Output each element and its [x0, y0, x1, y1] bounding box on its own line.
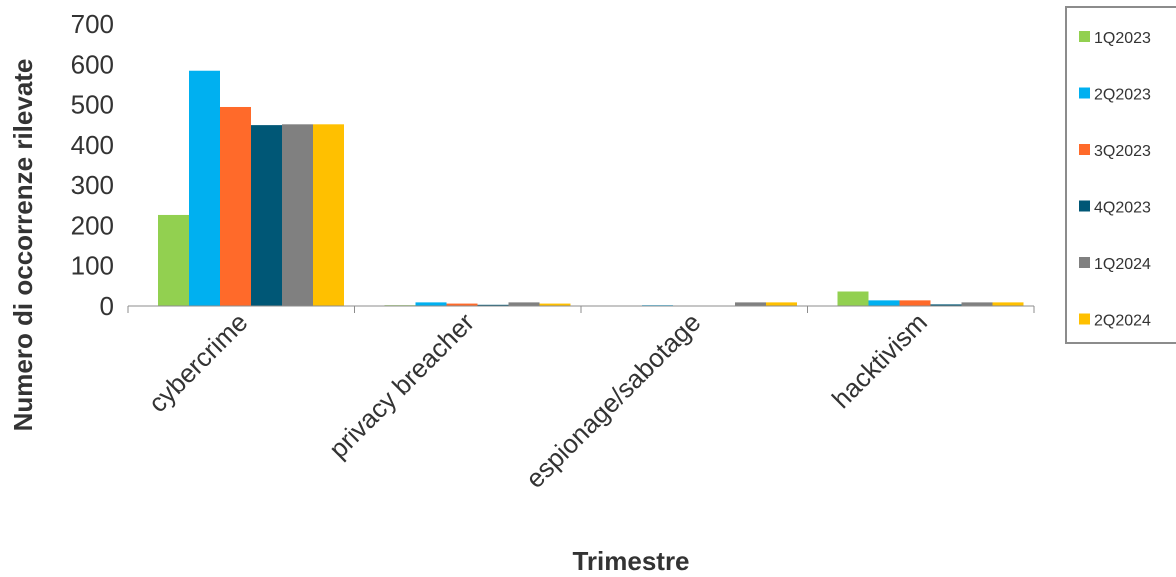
- legend-label: 2Q2024: [1094, 313, 1151, 330]
- y-tick-label: 0: [100, 291, 114, 321]
- bar: [446, 303, 478, 306]
- bar: [313, 124, 344, 306]
- bar: [961, 302, 993, 306]
- x-tick-label: privacy breacher: [323, 307, 480, 464]
- bar: [415, 302, 447, 306]
- bar: [766, 302, 797, 306]
- plot-area: [158, 70, 1024, 306]
- legend-swatch: [1079, 257, 1090, 268]
- legend-swatch: [1079, 87, 1090, 99]
- bar: [220, 106, 251, 306]
- y-tick-label: 400: [71, 130, 114, 160]
- bar: [282, 124, 313, 306]
- legend-label: 3Q2023: [1094, 143, 1151, 160]
- bar: [837, 291, 869, 306]
- legend-label: 1Q2023: [1094, 30, 1151, 47]
- legend-swatch: [1079, 200, 1090, 212]
- x-axis-title: Trimestre: [572, 546, 689, 576]
- bar: [899, 300, 931, 306]
- x-tick-label: espionage/sabotage: [520, 307, 707, 494]
- y-axis: 0 100 200 300 400 500 600 700: [71, 9, 114, 321]
- y-tick-label: 100: [71, 251, 114, 281]
- y-tick-label: 500: [71, 90, 114, 120]
- y-axis-title: Numero di occorrenze rilevate: [8, 59, 38, 432]
- bar: [251, 125, 282, 306]
- bar: [930, 304, 962, 306]
- x-axis: cybercrime privacy breacher espionage/sabo…: [127, 305, 1035, 494]
- bar: [508, 302, 540, 306]
- y-tick-label: 700: [71, 9, 114, 39]
- bar: [477, 304, 509, 306]
- legend-swatch: [1079, 31, 1090, 42]
- bar: [158, 214, 189, 306]
- legend-label: 2Q2023: [1094, 87, 1151, 104]
- x-tick-label: hacktivism: [826, 307, 933, 414]
- legend-swatch: [1079, 313, 1090, 325]
- legend: 1Q2023 2Q2023 3Q2023 4Q2023 1Q2024 2Q2024: [1065, 6, 1176, 344]
- legend-label: 4Q2023: [1094, 200, 1151, 217]
- bar: [992, 302, 1024, 306]
- y-tick-label: 600: [71, 49, 114, 79]
- bar: [539, 303, 571, 306]
- x-tick-label: cybercrime: [142, 307, 253, 418]
- legend-swatch: [1079, 144, 1090, 155]
- y-tick-label: 300: [71, 170, 114, 200]
- legend-box: [1065, 6, 1176, 344]
- y-tick-label: 200: [71, 210, 114, 240]
- bar: [868, 300, 900, 306]
- bar: [189, 70, 220, 306]
- bar: [735, 302, 766, 306]
- legend-label: 1Q2024: [1094, 256, 1151, 273]
